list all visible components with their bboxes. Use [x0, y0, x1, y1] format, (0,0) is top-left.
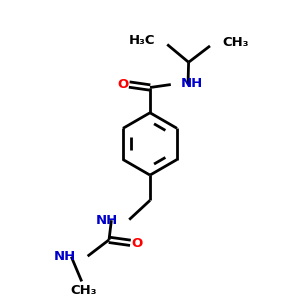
Text: NH: NH [96, 214, 118, 227]
Text: NH: NH [181, 77, 203, 90]
Text: CH₃: CH₃ [223, 36, 249, 49]
Text: H₃C: H₃C [128, 34, 155, 47]
Text: O: O [117, 78, 128, 91]
Text: CH₃: CH₃ [71, 284, 97, 297]
Text: O: O [131, 237, 142, 250]
Text: NH: NH [54, 250, 76, 263]
